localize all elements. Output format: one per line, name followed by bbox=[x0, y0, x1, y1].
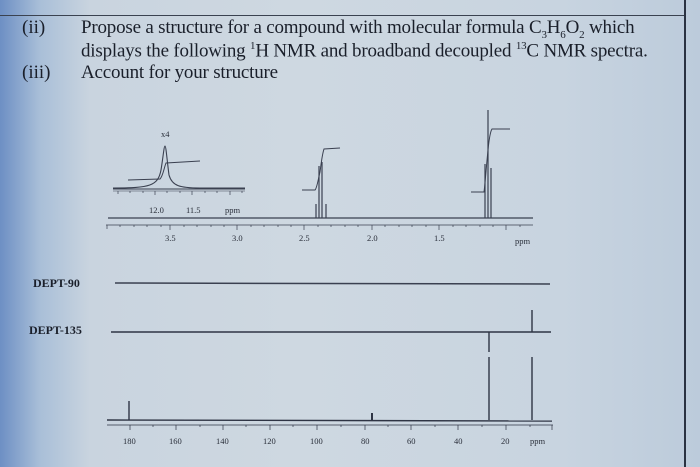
inset-ticks bbox=[117, 191, 243, 195]
h1-quartet-integral bbox=[302, 147, 341, 191]
question-ii-line1: Propose a structure for a compound with … bbox=[81, 17, 635, 41]
h1-triplet-integral bbox=[471, 128, 510, 193]
h1-tick-2.5: 2.5 bbox=[299, 233, 310, 243]
h1-tick-3.0: 3.0 bbox=[232, 233, 243, 243]
c13-tick-40: 40 bbox=[454, 436, 463, 446]
c13-tick-80: 80 bbox=[361, 436, 370, 446]
dept-135-label: DEPT-135 bbox=[29, 323, 82, 337]
c13-tick-120: 120 bbox=[263, 436, 276, 446]
h1-quartet-peak bbox=[315, 162, 327, 218]
c13-baseline bbox=[106, 419, 553, 422]
c13-tick-100: 100 bbox=[310, 436, 323, 446]
dept-90-label: DEPT-90 bbox=[33, 276, 80, 290]
question-iii-text: Account for your structure bbox=[81, 62, 278, 83]
c13-ppm-label: ppm bbox=[530, 436, 546, 446]
h1-tick-3.5: 3.5 bbox=[165, 233, 176, 243]
formula: C3H6O2 bbox=[528, 17, 585, 41]
h1-triplet-peak bbox=[484, 110, 492, 218]
c13-tick-160: 160 bbox=[169, 436, 182, 446]
h1-axis-ticks bbox=[106, 225, 521, 230]
c13-tick-20: 20 bbox=[501, 436, 510, 446]
inset-x4-label: x4 bbox=[161, 129, 170, 139]
question-ii-text: Propose a structure for a compound with … bbox=[81, 17, 529, 38]
inset-integral bbox=[127, 160, 201, 181]
question-number-iii: (iii) bbox=[22, 62, 51, 83]
question-ii-line2: displays the following 1H NMR and broadb… bbox=[81, 40, 648, 62]
h1-nmr-spectrum: x4 12.0 11.5 ppm bbox=[106, 110, 533, 230]
c13-axis-labels: 180 160 140 120 100 80 60 40 20 ppm bbox=[123, 436, 546, 446]
inset-carboxylic-peak bbox=[112, 145, 245, 189]
c13-nmr-spectrum bbox=[106, 357, 553, 430]
c13-axis-ticks bbox=[129, 425, 553, 430]
h1-tick-1.5: 1.5 bbox=[434, 233, 445, 243]
h1-ppm-label: ppm bbox=[515, 236, 531, 246]
c13-tick-140: 140 bbox=[216, 436, 229, 446]
dept-90-trace bbox=[114, 282, 551, 285]
h1-axis-labels: 3.5 3.0 2.5 2.0 1.5 ppm bbox=[165, 233, 531, 246]
dept-135-trace bbox=[111, 310, 551, 352]
page-right-rule bbox=[684, 0, 686, 467]
inset-tick-12.0: 12.0 bbox=[149, 205, 164, 215]
c13-tick-60: 60 bbox=[407, 436, 416, 446]
question-number-ii: (ii) bbox=[22, 17, 46, 38]
c13-tick-180: 180 bbox=[123, 436, 136, 446]
inset-ppm-label: ppm bbox=[225, 205, 241, 215]
h1-tick-2.0: 2.0 bbox=[367, 233, 378, 243]
inset-tick-11.5: 11.5 bbox=[186, 205, 201, 215]
page-top-rule bbox=[0, 15, 684, 16]
